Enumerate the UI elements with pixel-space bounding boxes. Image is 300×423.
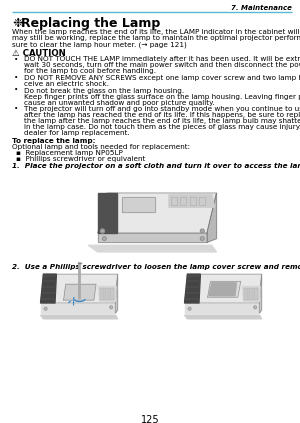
Text: •: • — [14, 75, 18, 81]
Text: DO NOT REMOVE ANY SCREWS except one lamp cover screw and two lamp housing screws: DO NOT REMOVE ANY SCREWS except one lamp… — [24, 75, 300, 81]
Polygon shape — [88, 245, 217, 252]
Circle shape — [103, 237, 106, 241]
Text: Replacing the Lamp: Replacing the Lamp — [21, 17, 160, 30]
Circle shape — [100, 229, 104, 233]
Bar — [254, 288, 258, 300]
Text: ceive an electric shock.: ceive an electric shock. — [24, 81, 109, 87]
Circle shape — [200, 237, 204, 241]
Text: To replace the lamp:: To replace the lamp: — [12, 138, 95, 144]
Text: •: • — [14, 57, 18, 63]
Text: ▪  Replacement lamp NP05LP: ▪ Replacement lamp NP05LP — [16, 150, 123, 156]
Text: DO NOT TOUCH THE LAMP immediately after it has been used. It will be extremely h: DO NOT TOUCH THE LAMP immediately after … — [24, 57, 300, 63]
Circle shape — [188, 307, 191, 310]
Bar — [105, 288, 109, 300]
Polygon shape — [40, 274, 56, 303]
Circle shape — [44, 307, 47, 310]
Text: Optional lamp and tools needed for replacement:: Optional lamp and tools needed for repla… — [12, 144, 190, 150]
Polygon shape — [40, 274, 118, 303]
Text: 2.  Use a Phillips screwdriver to loosen the lamp cover screw and remove the lam: 2. Use a Phillips screwdriver to loosen … — [12, 264, 300, 270]
Text: ⚠ CAUTION: ⚠ CAUTION — [12, 49, 66, 58]
Text: for the lamp to cool before handling.: for the lamp to cool before handling. — [24, 69, 156, 74]
Text: may still be working, replace the lamp to maintain the optimal projector perform: may still be working, replace the lamp t… — [12, 35, 300, 41]
Text: 7. Maintenance: 7. Maintenance — [231, 5, 292, 11]
Bar — [100, 288, 104, 300]
Polygon shape — [116, 274, 118, 313]
Text: cause an unwanted shadow and poor picture quality.: cause an unwanted shadow and poor pictur… — [24, 99, 214, 105]
Text: 1.  Place the projector on a soft cloth and turn it over to access the lamp cove: 1. Place the projector on a soft cloth a… — [12, 163, 300, 169]
Text: Keep finger prints off the glass surface on the lamp housing. Leaving finger pri: Keep finger prints off the glass surface… — [24, 93, 300, 99]
Text: sure to clear the lamp hour meter. (→ page 121): sure to clear the lamp hour meter. (→ pa… — [12, 41, 187, 47]
Text: ❉: ❉ — [12, 17, 22, 30]
Polygon shape — [40, 303, 116, 313]
Polygon shape — [98, 193, 117, 233]
Polygon shape — [207, 193, 217, 242]
Text: The projector will turn off and go into standby mode when you continue to use th: The projector will turn off and go into … — [24, 106, 300, 112]
Polygon shape — [64, 284, 96, 300]
Text: •: • — [14, 106, 18, 112]
Polygon shape — [184, 315, 262, 319]
Bar — [110, 288, 114, 300]
Circle shape — [254, 306, 256, 309]
Polygon shape — [98, 286, 116, 302]
Polygon shape — [260, 274, 262, 313]
Text: after the lamp has reached the end of its life. If this happens, be sure to repl: after the lamp has reached the end of it… — [24, 112, 300, 118]
Circle shape — [200, 229, 204, 233]
Polygon shape — [98, 193, 217, 233]
Text: When the lamp reaches the end of its life, the LAMP indicator in the cabinet wil: When the lamp reaches the end of its lif… — [12, 29, 300, 35]
Text: the lamp after the lamp reaches the end of its life, the lamp bulb may shatter, : the lamp after the lamp reaches the end … — [24, 118, 300, 124]
Polygon shape — [40, 315, 118, 319]
Polygon shape — [209, 283, 236, 296]
Polygon shape — [184, 303, 260, 313]
Text: Do not break the glass on the lamp housing.: Do not break the glass on the lamp housi… — [24, 88, 184, 93]
Polygon shape — [98, 233, 207, 242]
Circle shape — [110, 306, 112, 309]
Polygon shape — [242, 286, 260, 302]
Text: •: • — [14, 88, 18, 93]
Bar — [244, 288, 248, 300]
Text: 125: 125 — [141, 415, 159, 423]
Text: ▪  Phillips screwdriver or equivalent: ▪ Phillips screwdriver or equivalent — [16, 156, 146, 162]
Polygon shape — [169, 195, 214, 207]
Polygon shape — [208, 281, 241, 297]
Polygon shape — [122, 197, 155, 212]
Polygon shape — [184, 274, 262, 303]
Text: wait 30 seconds, turn off the main power switch and then disconnect the power ca: wait 30 seconds, turn off the main power… — [24, 63, 300, 69]
Bar — [249, 288, 253, 300]
Text: dealer for lamp replacement.: dealer for lamp replacement. — [24, 130, 130, 136]
Polygon shape — [184, 274, 200, 303]
Text: in the lamp case. Do not touch them as the pieces of glass may cause injury. If : in the lamp case. Do not touch them as t… — [24, 124, 300, 130]
